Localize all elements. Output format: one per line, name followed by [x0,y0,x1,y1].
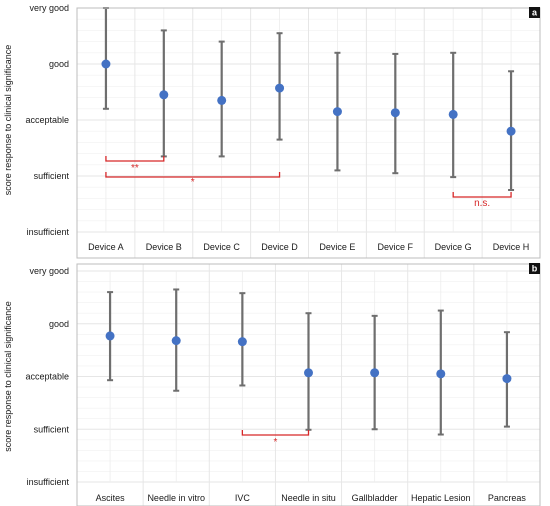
y-tick-label: sufficient [34,171,70,181]
x-tick-label: Device E [319,242,355,252]
x-tick-label: Device G [435,242,472,252]
data-point [448,109,458,119]
y-tick-label: insufficient [27,477,70,487]
data-point [304,368,313,378]
x-tick-label: Device D [261,242,298,252]
panel-label: a [532,8,538,18]
y-tick-label: good [49,319,69,329]
data-point [237,337,247,347]
significance-label: * [191,177,195,188]
x-tick-label: Device B [146,242,182,252]
panel-label-badge [529,7,540,18]
y-tick-label: insufficient [27,227,70,237]
y-axis-label: score response to clinical significance [3,301,13,452]
data-point [171,336,181,346]
x-tick-label: Device H [493,242,530,252]
x-tick-label: Needle in situ [281,493,336,503]
panel-label-badge [529,263,540,274]
significance-bracket [105,156,165,162]
data-point [502,374,512,384]
data-point [217,95,227,105]
data-point [105,331,115,341]
data-point [436,369,446,379]
data-point [332,107,342,117]
plot-frame [76,263,541,506]
data-point [506,126,516,136]
x-tick-label: IVC [235,493,251,503]
y-tick-label: very good [29,266,69,276]
y-tick-label: acceptable [25,115,69,125]
y-tick-label: good [49,59,69,69]
y-tick-label: sufficient [34,424,70,434]
data-point [370,368,380,378]
significance-bracket [105,172,281,178]
data-point [101,59,111,69]
x-tick-label: Device A [88,242,124,252]
x-tick-label: Hepatic Lesion [411,493,471,503]
significance-bracket [241,430,310,436]
y-tick-label: very good [29,3,69,13]
x-tick-label: Needle in vitro [147,493,205,503]
significance-bracket [452,192,512,198]
y-tick-label: acceptable [25,372,69,382]
panel-label: b [532,264,538,274]
data-point [390,108,400,118]
data-point [275,83,285,93]
significance-label: ** [131,163,139,174]
x-tick-label: Device F [378,242,414,252]
data-point [159,90,169,100]
significance-label: n.s. [474,198,490,209]
panel-a: insufficient sufficient acceptable good very… [3,3,541,259]
y-axis-label: score response to clinical significance [3,45,13,196]
x-tick-label: Device C [203,242,240,252]
x-tick-label: Ascites [96,493,126,503]
x-tick-label: Pancreas [488,493,527,503]
panel-b: insufficient sufficient acceptable good very… [3,263,541,506]
plot-frame [76,7,541,259]
significance-label: * [273,437,277,448]
x-tick-label: Gallbladder [352,493,398,503]
